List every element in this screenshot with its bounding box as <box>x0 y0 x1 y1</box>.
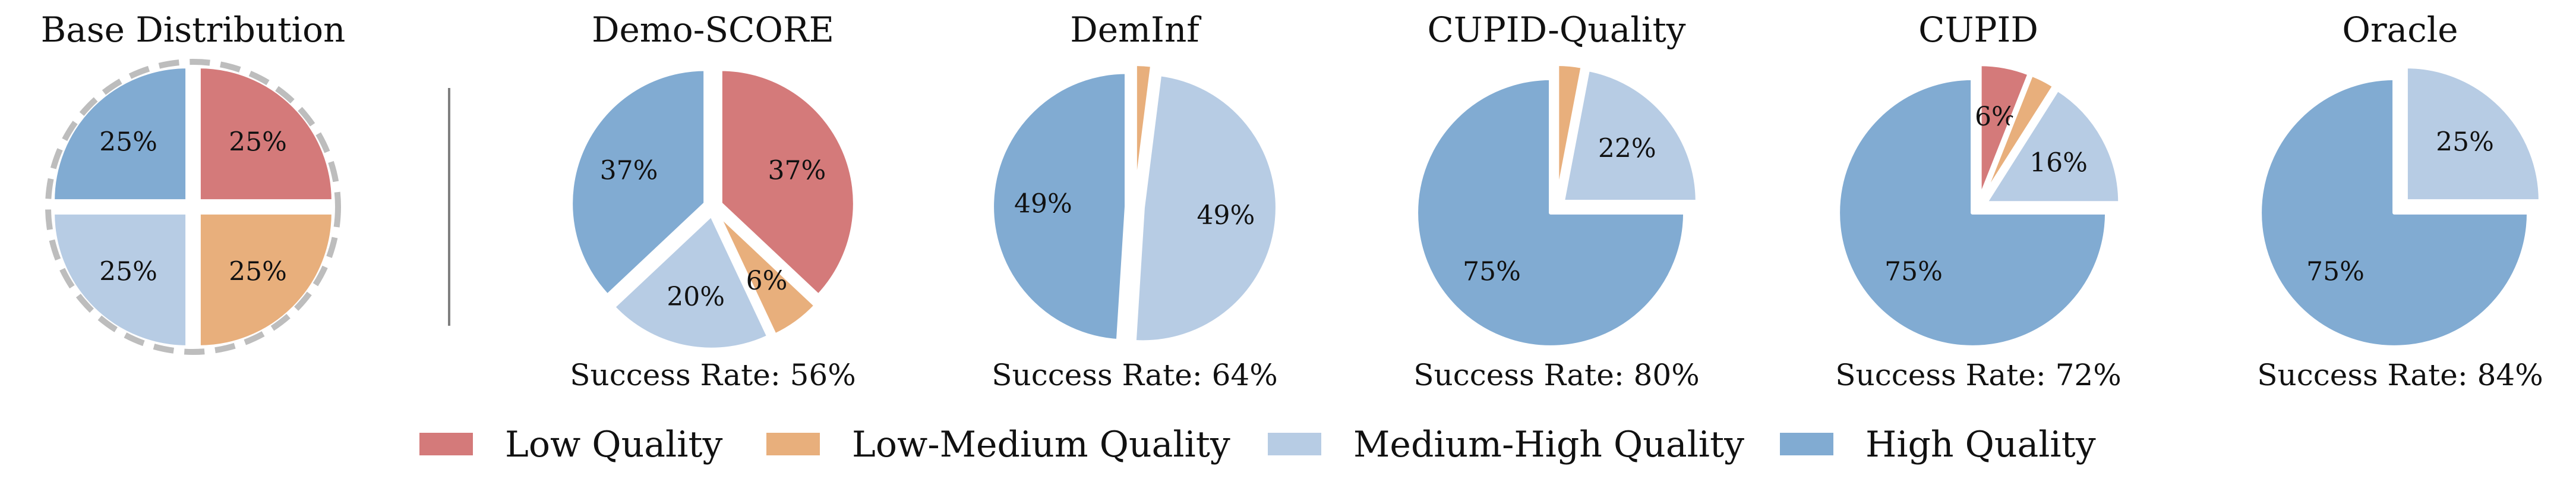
legend-item-medium-high-quality: Medium-High Quality <box>1268 424 1744 465</box>
legend-label: Low Quality <box>505 424 722 465</box>
legend-swatch <box>766 433 820 455</box>
slice-label: 25% <box>99 256 157 287</box>
slice-label: 25% <box>229 256 287 287</box>
slice-label: 37% <box>600 155 658 185</box>
pie-slice-medium-high-quality <box>1132 73 1279 344</box>
legend-swatch <box>1268 433 1321 455</box>
pie-panels: Base Distribution 25% 25% 25% 25% Demo-SCORE 3… <box>41 10 2543 392</box>
success-rate-label: Success Rate: 56% <box>570 358 855 392</box>
legend: Low Quality Low-Medium Quality Medium-High… <box>419 424 2096 465</box>
pie-title: Demo-SCORE <box>592 10 834 50</box>
pie-panel-cupid-quality: CUPID-Quality 22% 75% Success Rate: 80% <box>1413 10 1699 392</box>
pie-title: Base Distribution <box>41 10 346 50</box>
legend-swatch <box>419 433 473 455</box>
pie-panel-deminf: DemInf 49% 49% Success Rate: 64% <box>990 10 1279 392</box>
success-rate-label: Success Rate: 72% <box>1835 358 2121 392</box>
pie-slice-low-quality <box>197 65 335 203</box>
legend-item-low-medium-quality: Low-Medium Quality <box>766 424 1230 465</box>
slice-label: 16% <box>2029 147 2088 178</box>
pie-slice-high-quality <box>569 67 708 298</box>
pie-panel-demo-score: Demo-SCORE 37% 6% 20% 37% Success Rate: 56% <box>569 10 857 392</box>
pie-slice-high-quality <box>990 70 1129 343</box>
pie-title: Oracle <box>2342 10 2458 50</box>
legend-label: Low-Medium Quality <box>852 424 1230 465</box>
slice-label: 75% <box>1884 256 1943 287</box>
pie-slice-medium-high-quality <box>1561 68 1699 204</box>
pie-slice-low-quality <box>1978 62 2031 201</box>
pie-title: DemInf <box>1070 10 1201 50</box>
slice-label: 20% <box>667 282 725 312</box>
success-rate-label: Success Rate: 80% <box>1413 358 1699 392</box>
pie-slice-low-medium-quality <box>1555 62 1584 201</box>
pie-slice-low-medium-quality <box>197 210 335 349</box>
pie-slice-low-quality <box>718 67 857 298</box>
legend-label: High Quality <box>1865 424 2096 465</box>
legend-swatch <box>1780 433 1833 455</box>
slice-label: 6% <box>746 266 788 296</box>
slice-label: 25% <box>2436 127 2494 158</box>
dashed-outline <box>45 59 341 355</box>
slice-label: 75% <box>1463 256 1521 287</box>
slice-label: 22% <box>1598 133 1656 163</box>
pie-slice-low-medium-quality <box>1133 62 1154 201</box>
pie-slice-medium-high-quality <box>611 213 771 351</box>
success-rate-label: Success Rate: 84% <box>2257 358 2543 392</box>
pie-slice-medium-high-quality <box>1984 87 2122 205</box>
success-rate-label: Success Rate: 64% <box>992 358 1277 392</box>
pie-slice-high-quality <box>2258 76 2531 349</box>
pie-slice-high-quality <box>1415 76 1687 349</box>
pie-panel-base-distribution: Base Distribution 25% 25% 25% 25% <box>41 10 346 355</box>
pie-slice-low-medium-quality <box>1980 73 2056 202</box>
slice-label: 75% <box>2306 256 2365 287</box>
pie-panel-oracle: Oracle 25% 75% Success Rate: 84% <box>2257 10 2543 392</box>
pie-slice-high-quality <box>1836 76 2109 349</box>
legend-label: Medium-High Quality <box>1353 424 1744 465</box>
pie-slice-low-medium-quality <box>716 212 817 337</box>
slice-label: 49% <box>1197 200 1255 231</box>
pie-slice-medium-high-quality <box>2404 65 2542 203</box>
legend-item-low-quality: Low Quality <box>419 424 722 465</box>
slice-label: 49% <box>1014 189 1072 219</box>
slice-label: 25% <box>99 127 157 158</box>
pie-title: CUPID-Quality <box>1427 10 1685 50</box>
pie-title: CUPID <box>1918 10 2038 50</box>
legend-item-high-quality: High Quality <box>1780 424 2096 465</box>
slice-label: 37% <box>768 155 826 185</box>
slice-label: 25% <box>229 127 287 158</box>
